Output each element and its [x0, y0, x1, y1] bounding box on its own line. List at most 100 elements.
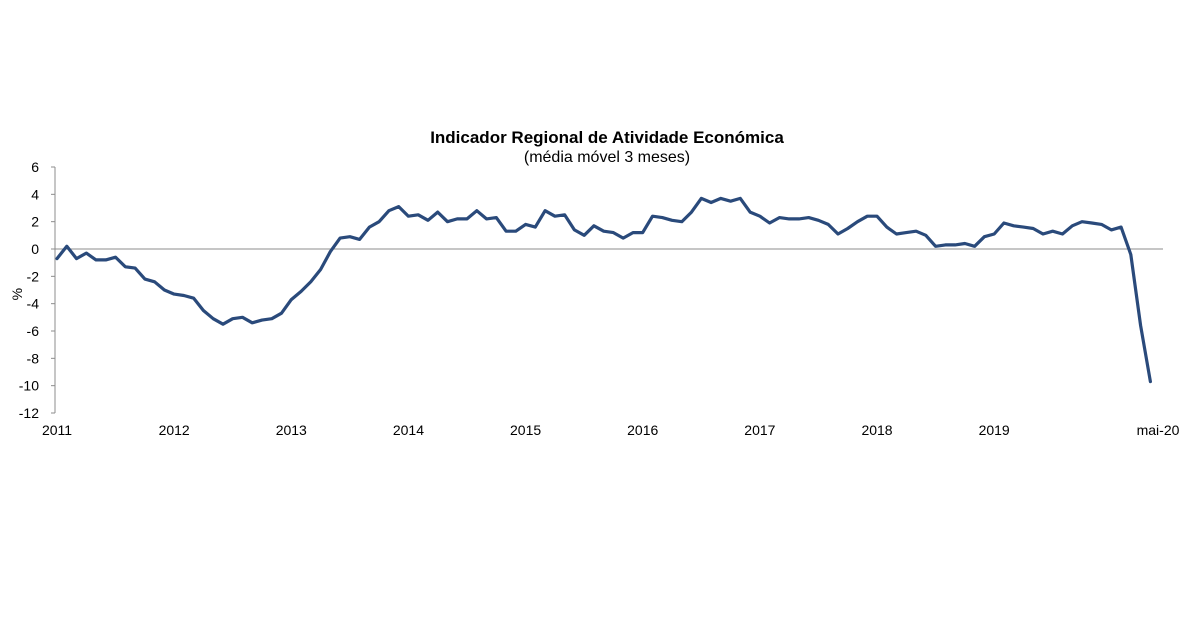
data-point [895, 232, 898, 236]
data-point [446, 220, 449, 223]
data-point [172, 292, 176, 296]
data-point [993, 232, 996, 236]
data-point [856, 220, 859, 223]
data-point [65, 245, 69, 248]
data-point [651, 215, 654, 218]
y-tick-label: -2 [27, 268, 40, 284]
data-point [1129, 253, 1133, 256]
data-point [817, 219, 820, 222]
data-point [75, 257, 78, 260]
y-tick-label: 6 [31, 159, 39, 175]
data-point [934, 245, 937, 248]
data-point [748, 210, 752, 214]
data-point [612, 231, 615, 234]
data-point [143, 277, 147, 281]
data-point [661, 216, 664, 219]
data-point [924, 234, 927, 237]
x-tick-label: 2016 [627, 422, 658, 438]
y-tick-label: 0 [31, 241, 39, 257]
data-point [836, 232, 840, 236]
data-point [495, 216, 498, 219]
data-point [573, 228, 576, 232]
x-tick-label: 2015 [510, 422, 541, 438]
data-point [1149, 380, 1152, 383]
data-point [1071, 224, 1074, 227]
data-point [55, 257, 59, 260]
y-tick-label: 2 [31, 214, 39, 230]
x-tick-label: 2012 [159, 422, 190, 438]
data-point [543, 209, 547, 212]
data-point [602, 230, 605, 233]
data-point [387, 209, 391, 212]
data-point [182, 294, 186, 297]
data-point [338, 236, 342, 240]
data-point [436, 210, 439, 214]
data-point [758, 215, 762, 218]
data-point [866, 215, 869, 218]
data-point [905, 231, 908, 234]
data-point [241, 316, 244, 319]
data-point [104, 258, 108, 262]
data-point [807, 216, 810, 219]
data-point [192, 297, 195, 300]
data-point [690, 210, 693, 214]
x-tick-label: 2018 [861, 422, 892, 438]
data-point [133, 266, 137, 270]
data-point [1022, 225, 1025, 229]
data-point [1090, 221, 1094, 225]
data-point [622, 236, 625, 240]
data-point [1139, 324, 1142, 327]
data-point [456, 217, 459, 221]
data-point [309, 280, 312, 283]
data-point [1119, 225, 1123, 229]
data-point [680, 220, 683, 223]
data-point [1041, 232, 1045, 236]
y-tick-label: -10 [19, 378, 39, 394]
x-tick-label: 2014 [393, 422, 424, 438]
data-point [417, 213, 420, 216]
data-point [1061, 232, 1064, 236]
y-axis-label: % [9, 288, 25, 300]
data-point [485, 217, 488, 221]
data-point [475, 209, 478, 212]
data-point [1012, 224, 1015, 227]
data-point [114, 256, 117, 259]
y-axis: 6 4 2 0 -2 -4 -6 -8 -10 -12 [19, 159, 55, 421]
data-point [524, 223, 527, 226]
x-tick-label: 2017 [744, 422, 775, 438]
data-point [426, 219, 430, 222]
x-axis: 2011 2012 2013 2014 2015 2016 2017 2018 2019 mai-… [42, 422, 1180, 438]
x-tick-label: mai-20 [1137, 422, 1180, 438]
data-point [504, 230, 508, 233]
data-point [592, 224, 596, 227]
data-point [719, 197, 722, 200]
data-point [348, 235, 352, 238]
data-point [944, 243, 947, 247]
y-tick-label: 4 [31, 186, 39, 202]
data-point [397, 205, 400, 208]
series-layer [55, 196, 1153, 384]
data-point [270, 317, 273, 320]
data-point [670, 219, 674, 222]
data-point [290, 298, 293, 301]
data-point [231, 317, 234, 320]
data-point [827, 223, 830, 226]
data-point [953, 243, 957, 247]
data-point [124, 265, 127, 268]
data-point [739, 197, 742, 200]
x-tick-label: 2011 [42, 422, 72, 438]
chart-title: Indicador Regional de Atividade Económic… [430, 128, 784, 147]
data-point [260, 318, 264, 322]
data-point [797, 217, 801, 221]
data-point [729, 200, 732, 203]
y-tick-label: -12 [19, 405, 39, 421]
data-point [778, 216, 781, 219]
data-point [983, 235, 986, 238]
data-point [563, 213, 566, 216]
data-point [788, 217, 791, 221]
data-point [1110, 228, 1113, 232]
data-point [163, 288, 166, 292]
data-point [358, 238, 361, 241]
